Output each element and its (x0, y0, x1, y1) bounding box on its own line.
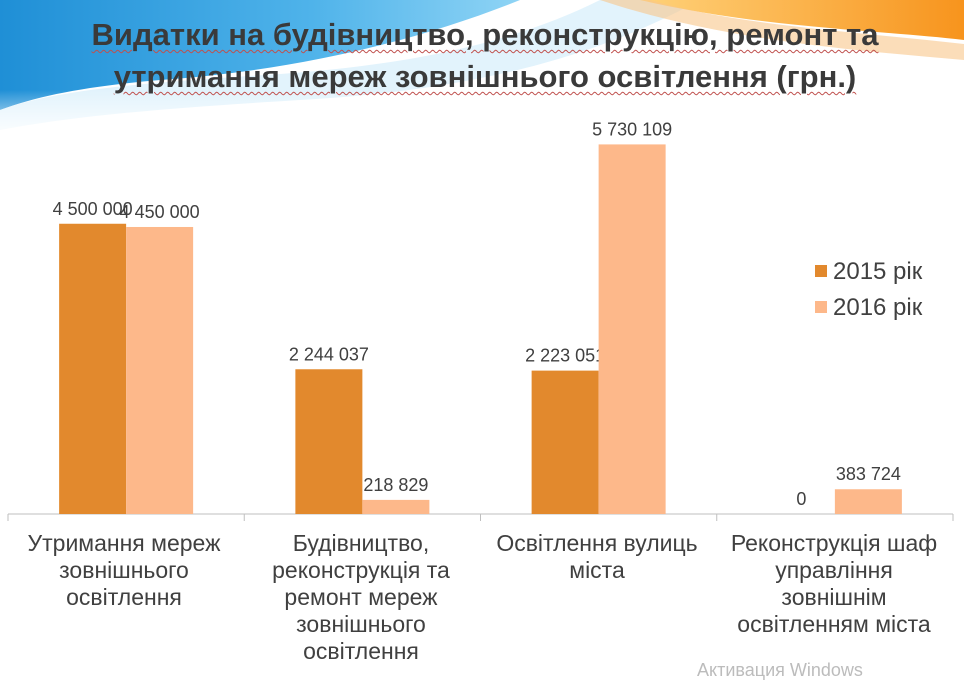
category-label-2: Будівництво, реконструкція та ремонт мер… (245, 530, 477, 665)
data-label-2016-2: 218 829 (363, 475, 428, 495)
category-label-3: Освітлення вулиць міста (481, 530, 713, 584)
category-label-2-line: реконструкція та (272, 557, 450, 583)
category-label-2-line: зовнішнього (296, 611, 426, 637)
category-label-1-line: зовнішнього (59, 557, 189, 583)
chart-title: Видатки на будівництво, реконструкцію, р… (20, 14, 950, 98)
windows-activation-watermark: Активация Windows (697, 660, 863, 680)
category-label-4-line: зовнішнім (781, 584, 887, 610)
legend-item-2016: 2016 рік (815, 294, 922, 322)
header-background (0, 0, 964, 140)
legend-label-2015: 2015 рік (833, 258, 923, 285)
data-label-2015-2: 2 244 037 (289, 344, 369, 364)
category-label-2-line: ремонт мереж (284, 584, 438, 610)
legend-swatch-2015 (815, 264, 827, 277)
data-label-2015-3: 2 223 051 (525, 346, 605, 366)
data-label-2016-1: 4 450 000 (120, 202, 200, 222)
bar-2016-4 (834, 489, 902, 514)
legend-item-2015: 2015 рік (815, 258, 922, 286)
category-label-1-line: Утримання мереж (27, 530, 221, 556)
category-label-4: Реконструкція шаф управління зовнішнім о… (718, 530, 950, 638)
chart-title-line-2: утримання мереж зовнішнього освітлення (… (113, 59, 857, 94)
bar-2016-3 (598, 144, 666, 515)
category-label-2-line: освітлення (303, 638, 419, 664)
bar-2015-1 (59, 223, 127, 514)
data-label-2015-4: 0 (796, 489, 806, 509)
bar-2016-2 (362, 499, 430, 514)
bar-2015-3 (531, 370, 599, 514)
category-label-3-line: Освітлення вулиць (496, 530, 698, 556)
data-label-2015-1: 4 500 000 (53, 199, 133, 219)
data-label-2016-4: 383 724 (836, 464, 901, 484)
legend-label-2016: 2016 рік (833, 294, 923, 321)
category-label-1: Утримання мереж зовнішнього освітлення (8, 530, 240, 611)
bar-2015-2 (295, 369, 363, 514)
category-label-4-line: освітленням міста (737, 611, 931, 637)
category-label-1-line: освітлення (66, 584, 182, 610)
chart-title-line-1: Видатки на будівництво, реконструкцію, р… (91, 17, 879, 52)
category-label-3-line: міста (569, 557, 625, 583)
bar-2016-1 (126, 226, 194, 514)
legend-swatch-2016 (815, 300, 827, 313)
category-label-2-line: Будівництво, (292, 530, 430, 556)
category-label-4-line: управління (775, 557, 893, 583)
category-label-4-line: Реконструкція шаф (730, 530, 938, 556)
data-label-2016-3: 5 730 109 (592, 119, 672, 139)
